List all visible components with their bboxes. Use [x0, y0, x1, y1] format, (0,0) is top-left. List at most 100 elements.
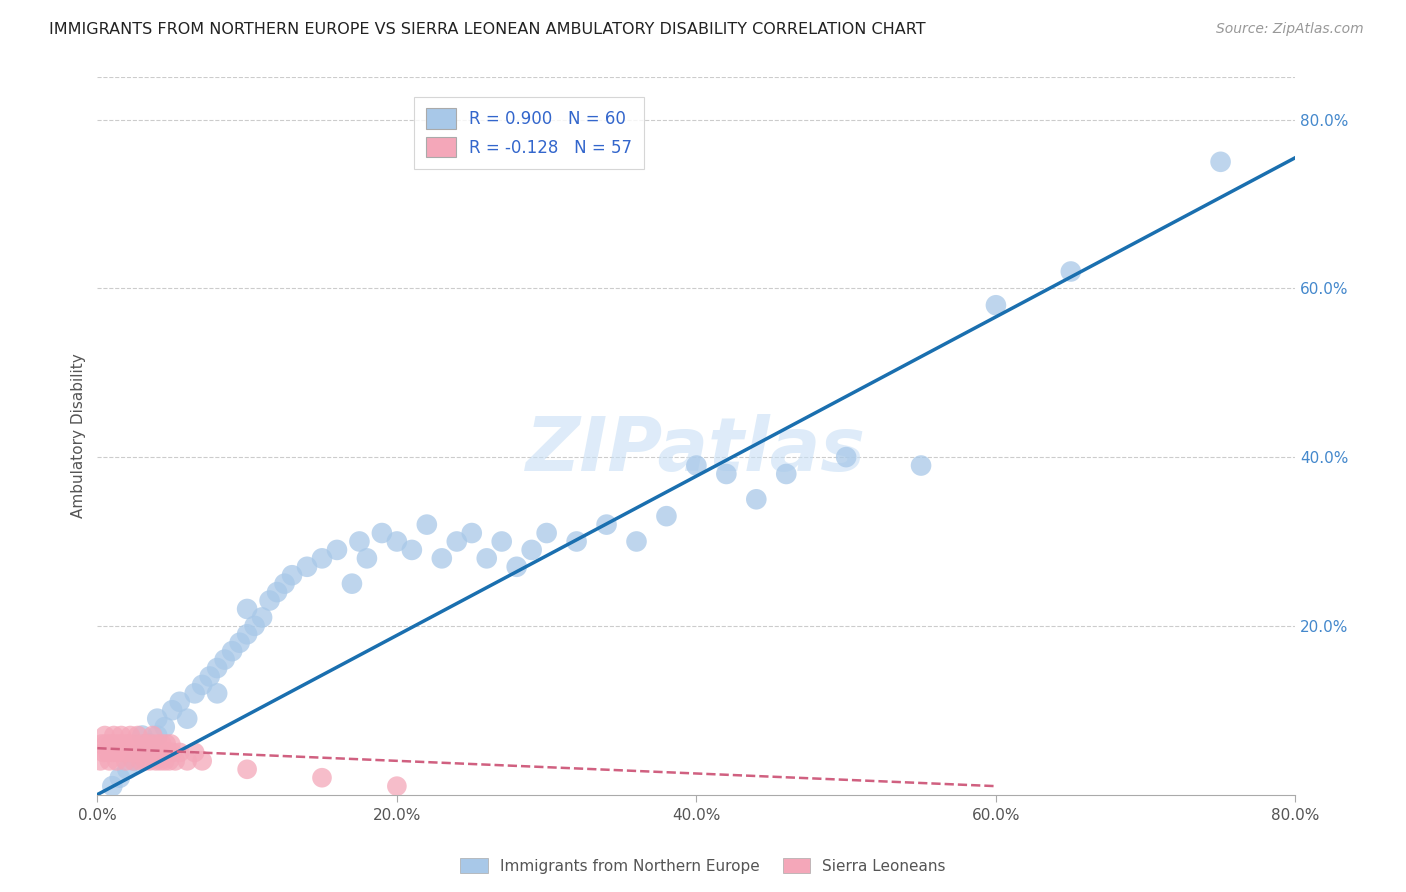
- Point: [125, 746, 148, 760]
- Point: [655, 509, 678, 524]
- Point: [243, 619, 266, 633]
- Point: [491, 534, 513, 549]
- Point: [536, 526, 558, 541]
- Point: [94, 729, 117, 743]
- Point: [165, 754, 187, 768]
- Point: [98, 754, 121, 768]
- Point: [228, 636, 250, 650]
- Point: [685, 458, 707, 473]
- Point: [595, 517, 617, 532]
- Point: [149, 754, 172, 768]
- Point: [236, 602, 259, 616]
- Point: [155, 737, 177, 751]
- Point: [146, 729, 169, 743]
- Point: [146, 712, 169, 726]
- Point: [295, 559, 318, 574]
- Point: [128, 746, 150, 760]
- Point: [356, 551, 378, 566]
- Point: [97, 746, 120, 760]
- Point: [142, 729, 165, 743]
- Point: [626, 534, 648, 549]
- Point: [127, 729, 149, 743]
- Point: [107, 746, 129, 760]
- Point: [143, 746, 166, 760]
- Point: [401, 542, 423, 557]
- Point: [349, 534, 371, 549]
- Point: [176, 754, 198, 768]
- Point: [104, 737, 127, 751]
- Point: [117, 746, 139, 760]
- Legend: R = 0.900   N = 60, R = -0.128   N = 57: R = 0.900 N = 60, R = -0.128 N = 57: [413, 96, 644, 169]
- Point: [716, 467, 738, 481]
- Point: [191, 678, 214, 692]
- Point: [385, 534, 408, 549]
- Point: [281, 568, 304, 582]
- Point: [160, 746, 183, 760]
- Point: [520, 542, 543, 557]
- Point: [108, 737, 131, 751]
- Point: [148, 746, 170, 760]
- Point: [326, 542, 349, 557]
- Point: [111, 746, 134, 760]
- Point: [132, 746, 155, 760]
- Point: [135, 737, 157, 751]
- Point: [266, 585, 288, 599]
- Point: [430, 551, 453, 566]
- Point: [129, 754, 152, 768]
- Point: [169, 695, 191, 709]
- Point: [139, 754, 162, 768]
- Point: [118, 737, 141, 751]
- Point: [131, 746, 153, 760]
- Point: [131, 729, 153, 743]
- Y-axis label: Ambulatory Disability: Ambulatory Disability: [72, 353, 86, 518]
- Point: [461, 526, 484, 541]
- Point: [124, 737, 146, 751]
- Point: [100, 737, 122, 751]
- Point: [198, 669, 221, 683]
- Point: [191, 754, 214, 768]
- Point: [236, 762, 259, 776]
- Point: [153, 720, 176, 734]
- Point: [205, 661, 228, 675]
- Point: [101, 779, 124, 793]
- Point: [984, 298, 1007, 312]
- Point: [101, 746, 124, 760]
- Point: [176, 712, 198, 726]
- Text: ZIPatlas: ZIPatlas: [526, 414, 866, 487]
- Point: [122, 754, 145, 768]
- Point: [103, 729, 125, 743]
- Point: [311, 551, 333, 566]
- Point: [136, 746, 159, 760]
- Point: [565, 534, 588, 549]
- Point: [156, 746, 179, 760]
- Point: [131, 737, 153, 751]
- Point: [110, 729, 132, 743]
- Point: [340, 576, 363, 591]
- Point: [273, 576, 295, 591]
- Text: Source: ZipAtlas.com: Source: ZipAtlas.com: [1216, 22, 1364, 37]
- Point: [745, 492, 768, 507]
- Point: [90, 737, 112, 751]
- Point: [475, 551, 498, 566]
- Point: [1060, 264, 1083, 278]
- Point: [139, 737, 162, 751]
- Point: [775, 467, 797, 481]
- Point: [150, 737, 173, 751]
- Point: [146, 737, 169, 751]
- Point: [160, 703, 183, 717]
- Point: [141, 737, 163, 751]
- Point: [117, 762, 139, 776]
- Legend: Immigrants from Northern Europe, Sierra Leoneans: Immigrants from Northern Europe, Sierra …: [454, 852, 952, 880]
- Point: [371, 526, 394, 541]
- Point: [152, 746, 174, 760]
- Point: [250, 610, 273, 624]
- Point: [416, 517, 439, 532]
- Point: [159, 737, 181, 751]
- Text: IMMIGRANTS FROM NORTHERN EUROPE VS SIERRA LEONEAN AMBULATORY DISABILITY CORRELAT: IMMIGRANTS FROM NORTHERN EUROPE VS SIERR…: [49, 22, 925, 37]
- Point: [505, 559, 527, 574]
- Point: [134, 754, 156, 768]
- Point: [183, 746, 205, 760]
- Point: [157, 754, 180, 768]
- Point: [910, 458, 932, 473]
- Point: [121, 746, 143, 760]
